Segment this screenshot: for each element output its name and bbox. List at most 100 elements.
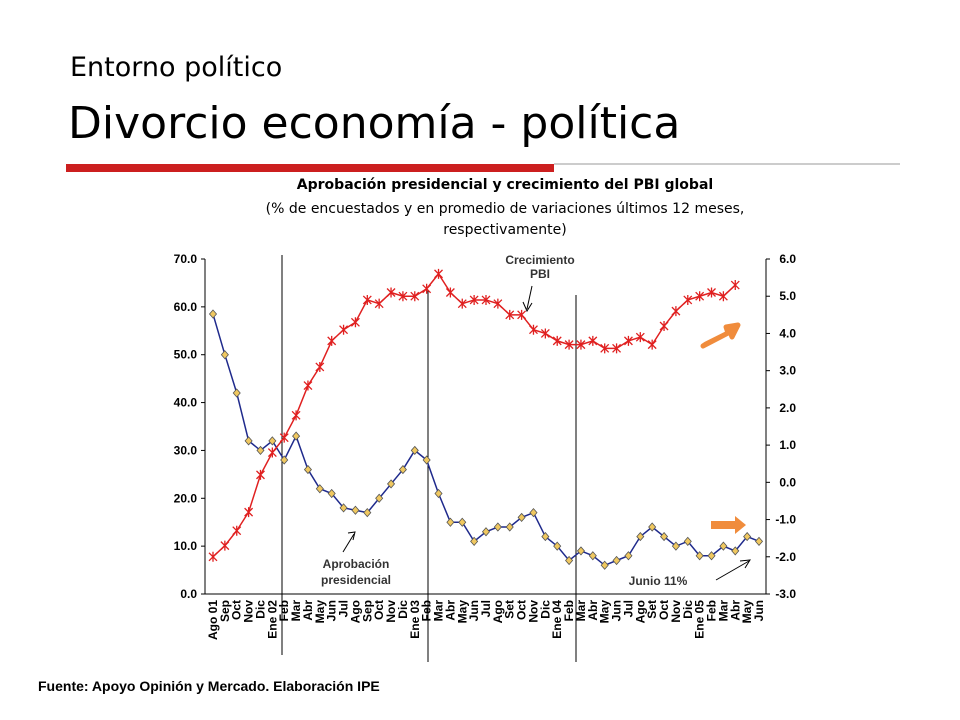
slide-title: Divorcio economía - política [68,98,681,149]
marker [470,536,479,546]
marker [244,507,254,518]
y2-tick-label: 1.0 [779,438,796,452]
marker [660,531,669,542]
marker [517,512,526,523]
x-tick-label: Ene 03 [408,600,422,639]
annotation: Aprobación presidencial [321,557,391,587]
x-tick-label: Sep [218,600,232,622]
marker [624,551,633,561]
kicker: Entorno político [70,52,283,83]
y2-tick-label: -3.0 [775,587,796,601]
marker [529,508,538,518]
x-tick-label: Nov [384,600,398,623]
x-tick-label: Dic [253,600,267,619]
marker [387,479,396,489]
marker [731,546,740,556]
marker [671,306,681,317]
y-tick-label: 0.0 [180,587,197,601]
marker [517,309,527,320]
trend-arrows [700,322,746,534]
marker [362,294,372,305]
marker [422,283,432,294]
y2-tick-label: 3.0 [779,364,796,378]
y-tick-label: 50.0 [174,348,198,362]
marker [719,541,728,551]
marker [505,309,515,320]
marker [375,493,384,503]
x-tick-label: Abr [728,600,742,621]
y2-tick-label: 0.0 [779,475,796,489]
y-tick-label: 20.0 [174,491,198,505]
x-tick-label: Jun [610,600,624,621]
marker [707,551,716,561]
marker [718,291,728,302]
x-tick-label: Nov [242,600,256,623]
x-tick-label: May [598,600,612,624]
x-tick-label: Abr [301,600,315,621]
marker [458,517,467,527]
marker [339,324,349,335]
source: Fuente: Apoyo Opinión y Mercado. Elabora… [38,678,380,694]
y-tick-label: 40.0 [174,396,198,410]
x-tick-label: Sep [360,600,374,622]
x-tick-label: Jul [337,600,351,617]
header-bar [66,164,554,172]
marker [445,287,455,298]
marker [576,546,585,556]
x-tick-label: Nov [669,600,683,623]
marker [648,522,657,532]
annotation: Junio 11% [629,574,688,588]
x-tick-label: Mar [574,600,588,622]
marker [327,488,336,499]
marker [208,309,218,319]
x-tick-label: Jul [479,600,493,617]
x-tick-label: Feb [705,600,719,621]
marker [220,540,230,551]
x-tick-label: Oct [657,600,671,620]
x-tick-label: Jul [621,600,635,617]
marker [576,339,586,350]
x-tick-label: May [740,600,754,624]
marker [303,464,312,475]
marker [743,531,752,542]
marker [600,560,609,570]
marker [635,332,645,343]
x-tick-label: Dic [681,600,695,619]
x-tick-label: Oct [230,600,244,620]
y2-tick-label: 6.0 [779,252,796,266]
x-tick-label: Ago [491,600,505,623]
marker [232,388,241,398]
marker [612,555,621,566]
marker [208,551,218,562]
marker [244,436,253,446]
marker [529,324,538,335]
marker [327,335,337,346]
y-tick-label: 60.0 [174,300,198,314]
marker [350,317,360,328]
x-tick-label: Abr [443,600,457,621]
x-tick-label: Jun [325,600,339,621]
x-tick-label: Ago [633,600,647,623]
x-tick-label: Nov [526,600,540,623]
marker [493,522,502,532]
y-tick-label: 10.0 [174,539,198,553]
x-tick-label: Jun [467,600,481,621]
y2-tick-label: 5.0 [779,289,796,303]
marker [279,432,289,443]
marker [505,522,514,532]
x-tick-label: Feb [420,600,434,621]
x-tick-label: Ene 02 [265,600,279,639]
x-tick-label: Oct [515,600,529,620]
marker [315,361,325,372]
marker [612,343,622,354]
marker [267,447,277,458]
marker [493,298,503,309]
marker [588,551,597,561]
marker [695,291,705,302]
marker [351,505,360,515]
marker [695,551,704,561]
x-tick-label: Ago 01 [206,600,220,640]
marker [232,525,242,536]
marker [410,291,420,302]
